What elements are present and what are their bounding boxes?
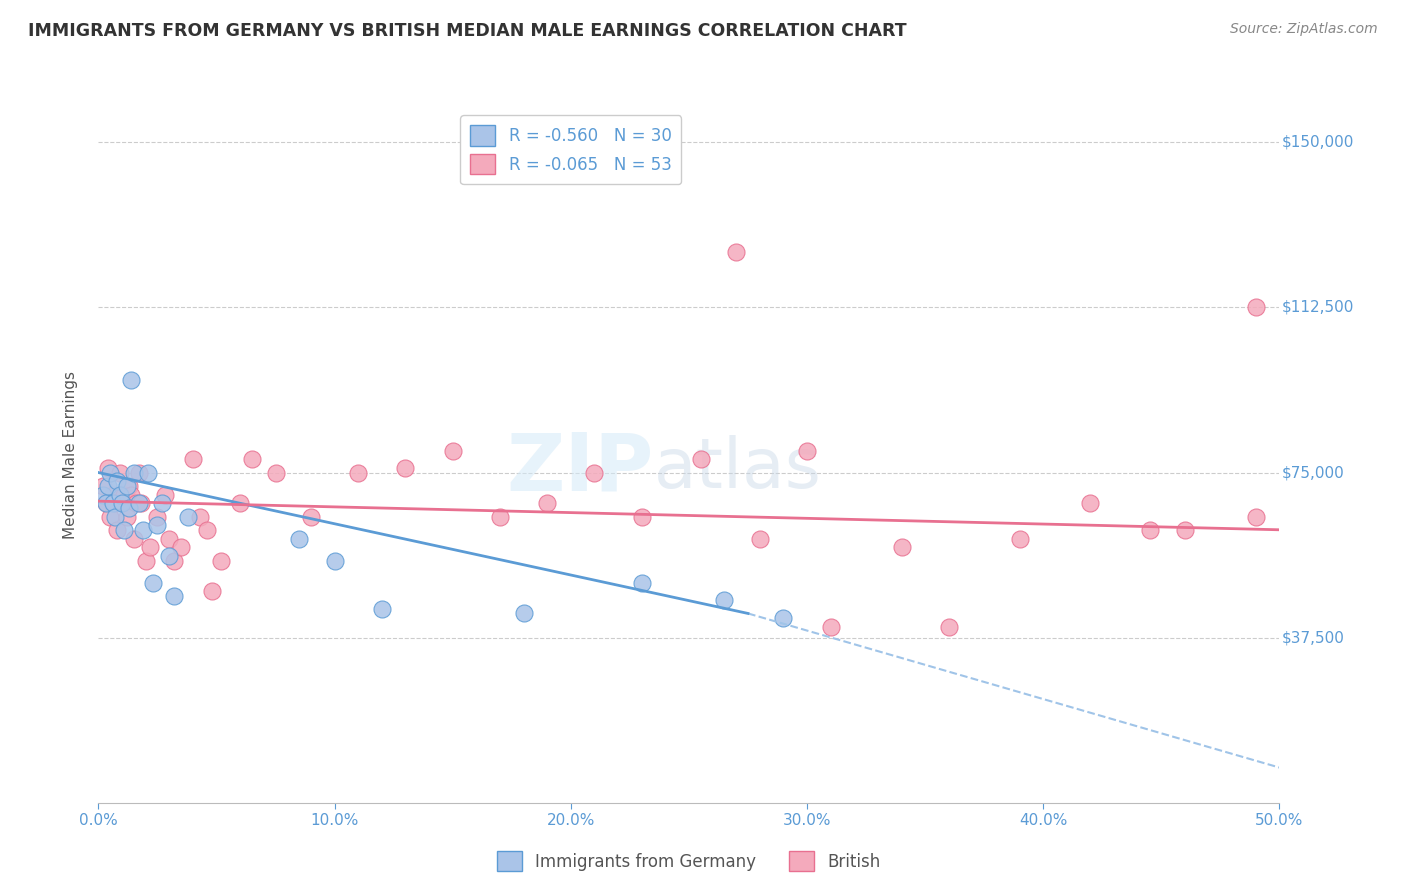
Point xyxy=(195,523,218,537)
Point xyxy=(1244,301,1267,315)
Point xyxy=(489,509,512,524)
Point xyxy=(630,575,652,590)
Point xyxy=(772,611,794,625)
Point xyxy=(153,487,176,501)
Point xyxy=(288,532,311,546)
Point xyxy=(441,443,464,458)
Point xyxy=(101,496,124,510)
Point xyxy=(394,461,416,475)
Point xyxy=(796,443,818,458)
Text: $37,500: $37,500 xyxy=(1282,630,1344,645)
Point xyxy=(820,620,842,634)
Point xyxy=(209,553,232,567)
Point xyxy=(157,532,180,546)
Point xyxy=(121,373,143,387)
Point xyxy=(689,452,711,467)
Point xyxy=(264,466,287,480)
Point xyxy=(150,496,173,510)
Point xyxy=(91,479,114,493)
Point xyxy=(630,509,652,524)
Point xyxy=(157,549,180,564)
Point xyxy=(163,589,186,603)
Point xyxy=(128,496,150,510)
Point xyxy=(108,487,131,501)
Point xyxy=(240,452,263,467)
Point xyxy=(371,602,394,616)
Point xyxy=(94,496,117,510)
Point xyxy=(128,466,150,480)
Text: $150,000: $150,000 xyxy=(1282,135,1354,150)
Point xyxy=(1080,496,1102,510)
Point xyxy=(94,496,117,510)
Point xyxy=(299,509,322,524)
Point xyxy=(229,496,252,510)
Point xyxy=(938,620,960,634)
Point xyxy=(146,518,169,533)
Point xyxy=(323,553,346,567)
Point xyxy=(1008,532,1031,546)
Point xyxy=(146,509,169,524)
Point xyxy=(135,553,157,567)
Text: $75,000: $75,000 xyxy=(1282,465,1344,480)
Text: ZIP: ZIP xyxy=(506,430,654,508)
Point xyxy=(725,245,748,260)
Point xyxy=(108,466,131,480)
Point xyxy=(713,593,735,607)
Text: atlas: atlas xyxy=(654,435,821,502)
Point xyxy=(101,487,124,501)
Point xyxy=(132,523,155,537)
Point xyxy=(583,466,606,480)
Point xyxy=(125,496,148,510)
Point xyxy=(347,466,370,480)
Point xyxy=(122,466,145,480)
Y-axis label: Median Male Earnings: Median Male Earnings xyxy=(63,371,77,539)
Point xyxy=(111,496,134,510)
Text: Source: ZipAtlas.com: Source: ZipAtlas.com xyxy=(1230,22,1378,37)
Point xyxy=(98,509,121,524)
Point xyxy=(163,553,186,567)
Point xyxy=(91,487,114,501)
Point xyxy=(142,575,165,590)
Point xyxy=(1139,523,1161,537)
Point xyxy=(104,509,127,524)
Point xyxy=(115,509,138,524)
Point xyxy=(129,496,152,510)
Point xyxy=(136,466,159,480)
Point xyxy=(98,466,121,480)
Point xyxy=(188,509,211,524)
Point xyxy=(97,461,120,475)
Text: $112,500: $112,500 xyxy=(1282,300,1354,315)
Point xyxy=(105,523,128,537)
Point xyxy=(111,496,134,510)
Point xyxy=(748,532,770,546)
Point xyxy=(105,475,128,489)
Point xyxy=(122,532,145,546)
Point xyxy=(1244,509,1267,524)
Point xyxy=(177,509,200,524)
Point xyxy=(97,479,120,493)
Point xyxy=(890,541,912,555)
Point xyxy=(112,487,135,501)
Point xyxy=(118,500,141,515)
Point xyxy=(118,479,141,493)
Point xyxy=(112,523,135,537)
Point xyxy=(121,487,143,501)
Point xyxy=(512,607,534,621)
Legend: Immigrants from Germany, British: Immigrants from Germany, British xyxy=(491,845,887,878)
Point xyxy=(201,584,224,599)
Text: IMMIGRANTS FROM GERMANY VS BRITISH MEDIAN MALE EARNINGS CORRELATION CHART: IMMIGRANTS FROM GERMANY VS BRITISH MEDIA… xyxy=(28,22,907,40)
Point xyxy=(536,496,558,510)
Point xyxy=(170,541,193,555)
Point xyxy=(1174,523,1197,537)
Point xyxy=(181,452,204,467)
Point xyxy=(104,496,127,510)
Point xyxy=(115,479,138,493)
Point xyxy=(139,541,162,555)
